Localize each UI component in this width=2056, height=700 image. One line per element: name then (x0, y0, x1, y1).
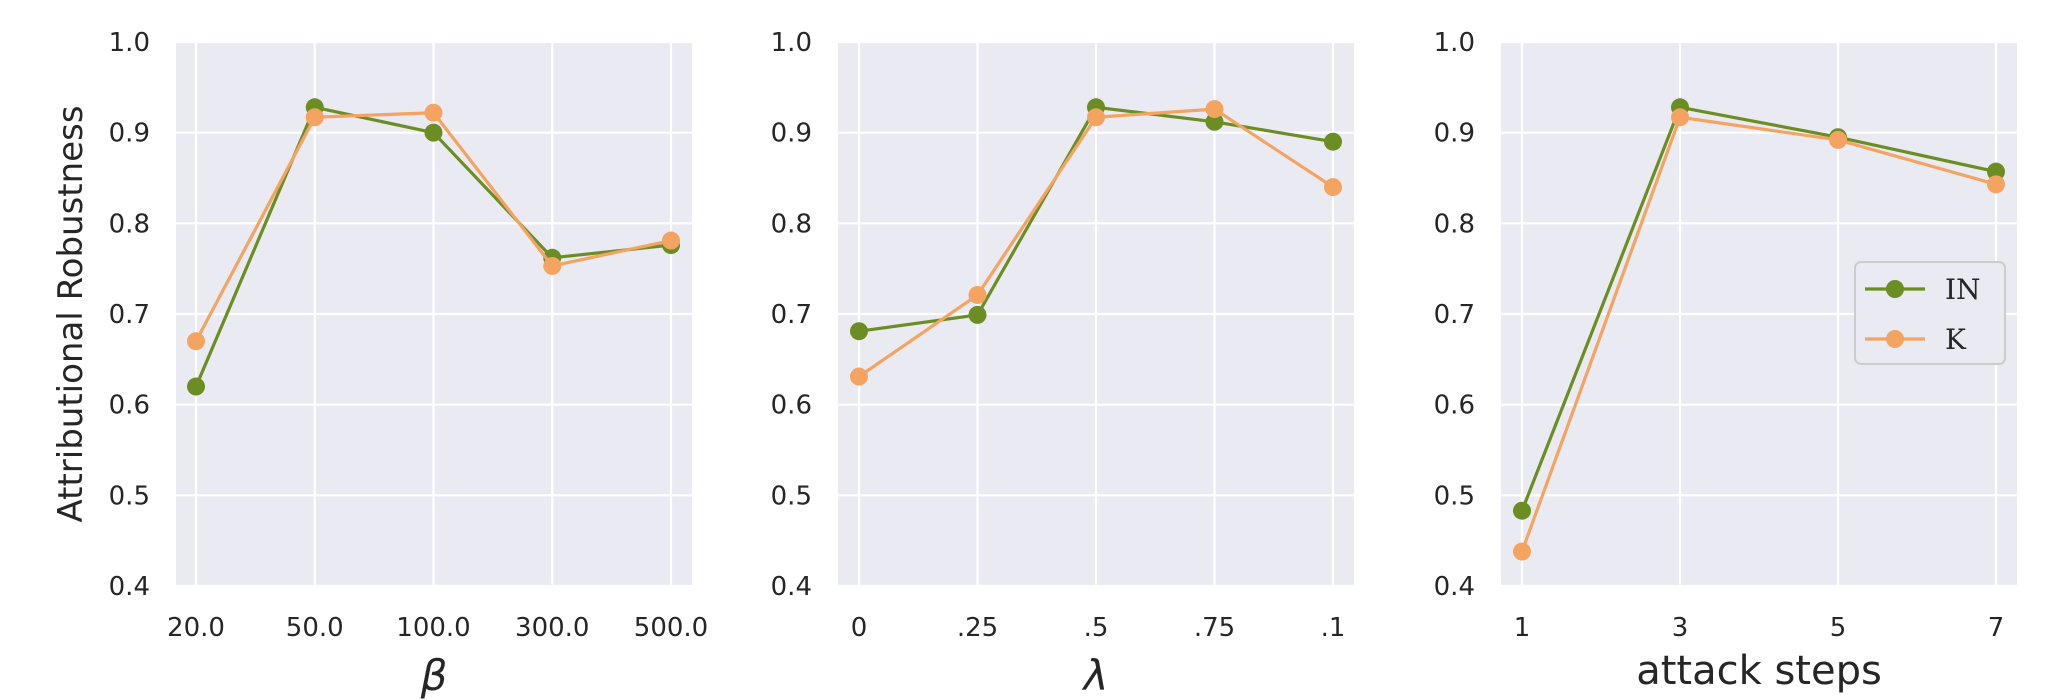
y-tick-label: 0.6 (771, 391, 812, 421)
y-axis-label: Attributional Robustness (51, 105, 91, 522)
x-tick-label: 5 (1830, 613, 1847, 643)
data-point-k (1671, 108, 1689, 127)
legend-label-k: K (1945, 323, 1967, 356)
x-axis-label: λ (1082, 651, 1109, 700)
y-tick-label: 0.7 (109, 300, 150, 330)
data-point-k (1513, 542, 1531, 561)
data-point-k (1829, 130, 1847, 149)
data-point-k (1987, 175, 2005, 194)
legend: IN K (1854, 261, 2006, 365)
data-point-in (187, 377, 205, 396)
data-point-k (968, 285, 987, 304)
data-point-in (1205, 112, 1224, 131)
x-tick-label: .1 (1321, 613, 1346, 643)
y-tick-label: 0.6 (109, 391, 150, 421)
data-point-in (1987, 162, 2005, 181)
y-tick-label: 0.8 (771, 209, 812, 239)
x-tick-label: 7 (1988, 613, 2005, 643)
data-point-k (424, 103, 443, 122)
data-point-k (187, 332, 205, 351)
legend-marker-in (1886, 280, 1904, 298)
y-tick-label: 0.9 (1434, 119, 1475, 149)
data-point-in (424, 123, 443, 142)
x-tick-label: 0 (851, 613, 868, 643)
x-tick-label: 300.0 (515, 613, 589, 643)
y-tick-label: 0.9 (109, 119, 150, 149)
chart-panel-3: 0.4 0.5 0.6 0.7 0.8 0.9 1.0 1 3 5 7 attack steps IN K (1434, 28, 2017, 694)
data-point-in (850, 322, 868, 341)
x-tick-label: 3 (1672, 613, 1689, 643)
y-tick-label: 0.8 (1434, 209, 1475, 239)
y-tick-label: 0.5 (771, 481, 812, 511)
chart-panel-1: 0.4 0.5 0.6 0.7 0.8 0.9 1.0 20.0 50.0 100.0 300.0 5… (51, 28, 708, 700)
legend-box (1854, 261, 2006, 365)
series-line-in (1520, 105, 1997, 512)
x-axis-label: attack steps (1636, 648, 1882, 694)
x-tick-label: .25 (957, 613, 998, 643)
x-tick-label: .75 (1194, 613, 1235, 643)
x-axis-label: β (420, 651, 448, 700)
y-tick-label: 0.5 (1434, 481, 1475, 511)
y-tick-label: 0.4 (109, 572, 150, 602)
y-tick-label: 0.5 (109, 481, 150, 511)
data-point-in (968, 305, 987, 324)
y-tick-label: 0.8 (109, 209, 150, 239)
y-tick-label: 0.7 (771, 300, 812, 330)
legend-marker-k (1886, 330, 1904, 348)
x-tick-label: 100.0 (396, 613, 470, 643)
y-tick-label: 1.0 (1434, 28, 1475, 58)
data-point-k (305, 108, 324, 127)
data-point-k (543, 256, 562, 275)
y-tick-label: 0.4 (771, 572, 812, 602)
x-tick-label: 20.0 (167, 613, 225, 643)
y-tick-label: 1.0 (771, 28, 812, 58)
y-tick-label: 1.0 (109, 28, 150, 58)
x-tick-label: .5 (1084, 613, 1109, 643)
data-point-k (662, 231, 680, 250)
y-tick-label: 0.6 (1434, 391, 1475, 421)
x-tick-label: 1 (1514, 613, 1531, 643)
data-point-k (850, 367, 868, 386)
legend-label-in: IN (1945, 273, 1981, 306)
x-tick-label: 500.0 (634, 613, 708, 643)
y-tick-label: 0.4 (1434, 572, 1475, 602)
data-point-k (1087, 108, 1105, 127)
y-tick-label: 0.9 (771, 119, 812, 149)
y-tick-label: 0.7 (1434, 300, 1475, 330)
data-point-k (1205, 100, 1224, 119)
data-point-in (1324, 132, 1342, 151)
data-point-k (1324, 178, 1342, 197)
data-point-in (1513, 501, 1531, 520)
x-tick-label: 50.0 (286, 613, 344, 643)
series-line-k (1520, 115, 1997, 553)
chart-panel-2: 0.4 0.5 0.6 0.7 0.8 0.9 1.0 0 .25 .5 .75 .1 λ (771, 28, 1354, 700)
